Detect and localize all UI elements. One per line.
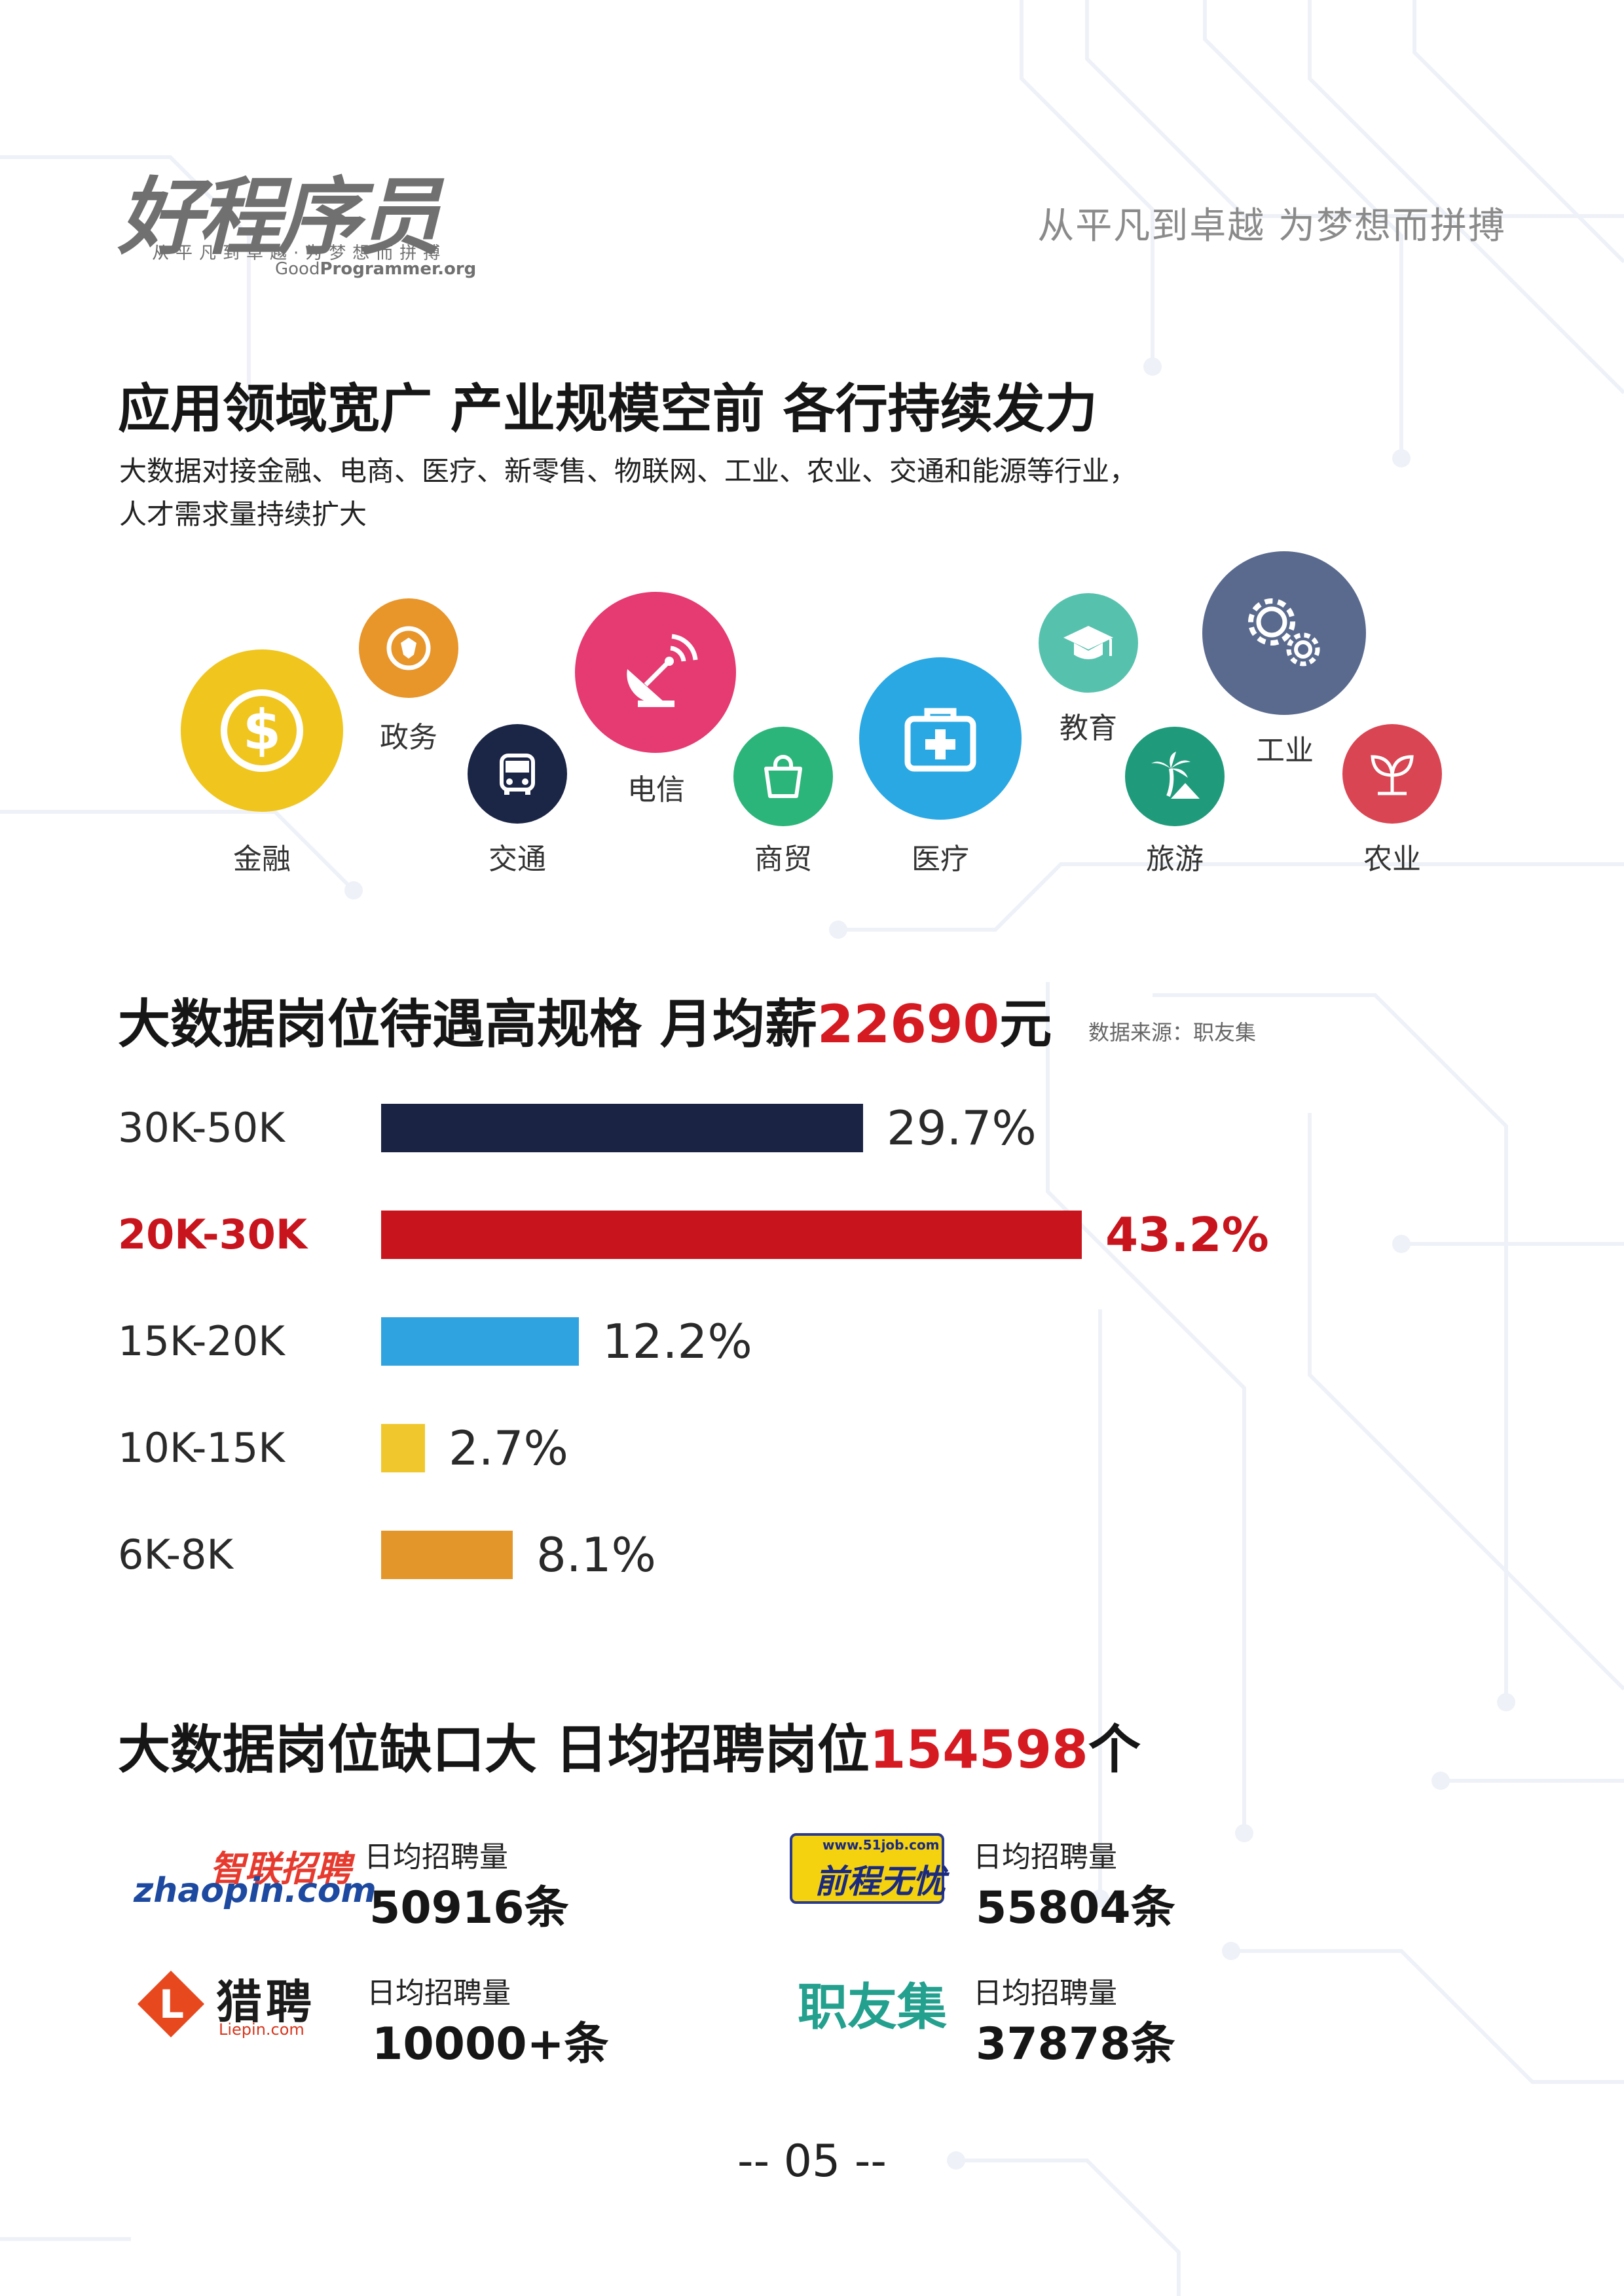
industry-label-tourism: 旅游	[1146, 843, 1204, 876]
section-title-industries: 应用领域宽广 产业规模空前 各行持续发力	[118, 378, 1098, 439]
industry-label-trade: 商贸	[754, 843, 812, 876]
bar-value-label: 2.7%	[449, 1421, 568, 1476]
section-title-salary: 大数据岗位待遇高规格 月均薪22690元	[118, 994, 1052, 1055]
industry-label-transport: 交通	[489, 843, 546, 876]
data-source-note: 数据来源：职友集	[1088, 1020, 1257, 1045]
bar	[381, 1211, 1082, 1259]
daily-job-count: 154598	[869, 1719, 1088, 1780]
gears-icon	[1248, 598, 1320, 666]
industry-label-telecom: 电信	[627, 773, 685, 807]
section-description-line2: 人才需求量持续扩大	[119, 498, 367, 530]
industry-label-government: 政务	[380, 721, 437, 754]
site-value-liepin: 10000+条	[372, 2018, 609, 2070]
brand-logo: 好程序员	[118, 168, 441, 266]
bar	[381, 1317, 579, 1366]
industry-tourism	[1125, 727, 1225, 826]
industry-label-manufacturing: 工业	[1256, 734, 1314, 767]
bar-category-label: 6K-8K	[118, 1531, 234, 1578]
site-label-jobui: 日均招聘量	[973, 1977, 1117, 2010]
bar	[381, 1531, 513, 1579]
bar-category-label: 30K-50K	[118, 1104, 285, 1152]
medical-kit-icon	[904, 708, 976, 772]
monthly-salary-value: 22690	[817, 994, 1000, 1055]
header-slogan: 从平凡到卓越 为梦想而拼搏	[1037, 205, 1506, 247]
bar	[381, 1424, 425, 1472]
industry-label-agriculture: 农业	[1363, 843, 1421, 876]
bar-category-label: 15K-20K	[118, 1317, 285, 1365]
government-badge-icon	[386, 626, 431, 670]
palm-tree-icon	[1151, 752, 1200, 799]
industry-manufacturing	[1202, 551, 1366, 715]
industry-finance: $	[181, 649, 343, 812]
graduation-cap-icon	[1063, 626, 1113, 659]
bar-value-label: 8.1%	[536, 1527, 656, 1582]
industry-transport	[468, 724, 567, 824]
industry-agriculture	[1342, 724, 1442, 824]
industry-label-finance: 金融	[233, 843, 291, 876]
industry-education	[1039, 593, 1138, 693]
site-label-liepin: 日均招聘量	[367, 1977, 511, 2010]
site-label-51job: 日均招聘量	[973, 1840, 1117, 1874]
bar-value-label: 12.2%	[602, 1314, 752, 1369]
bar-category-label: 10K-15K	[118, 1424, 285, 1472]
brand-logo-tagline: 从平凡到卓越·为梦想而拼搏	[152, 244, 447, 263]
page-number: -- 05 --	[737, 2136, 887, 2187]
liepin-emblem-icon: L	[138, 1971, 204, 2037]
site-value-51job: 55804条	[976, 1882, 1175, 1934]
bus-icon	[500, 754, 535, 795]
industry-label-medical: 医疗	[912, 843, 969, 876]
industry-government	[359, 598, 458, 698]
industry-medical	[859, 657, 1022, 820]
industry-label-education: 教育	[1060, 712, 1117, 745]
bar-value-label: 43.2%	[1105, 1207, 1269, 1262]
section-title-demand: 大数据岗位缺口大 日均招聘岗位154598个	[118, 1719, 1141, 1780]
bar	[381, 1104, 863, 1152]
site-label-zhaopin: 日均招聘量	[364, 1840, 508, 1874]
dollar-icon: $	[221, 689, 303, 772]
sprout-icon	[1371, 755, 1414, 795]
site-value-jobui: 37878条	[976, 2018, 1175, 2070]
jobui-logo: 职友集	[798, 1978, 947, 2036]
svg-text:L: L	[159, 1982, 184, 2028]
bar-value-label: 29.7%	[887, 1101, 1037, 1156]
satellite-dish-icon	[627, 634, 698, 707]
industry-telecom	[575, 592, 736, 753]
svg-text:$: $	[243, 698, 281, 762]
brand-logo-url: GoodProgrammer.org	[275, 259, 477, 279]
bar-category-label: 20K-30K	[118, 1211, 307, 1258]
shopping-bag-icon	[764, 755, 802, 798]
industry-trade	[733, 727, 833, 826]
site-value-zhaopin: 50916条	[369, 1882, 569, 1934]
section-description: 大数据对接金融、电商、医疗、新零售、物联网、工业、农业、交通和能源等行业，	[119, 455, 1137, 487]
